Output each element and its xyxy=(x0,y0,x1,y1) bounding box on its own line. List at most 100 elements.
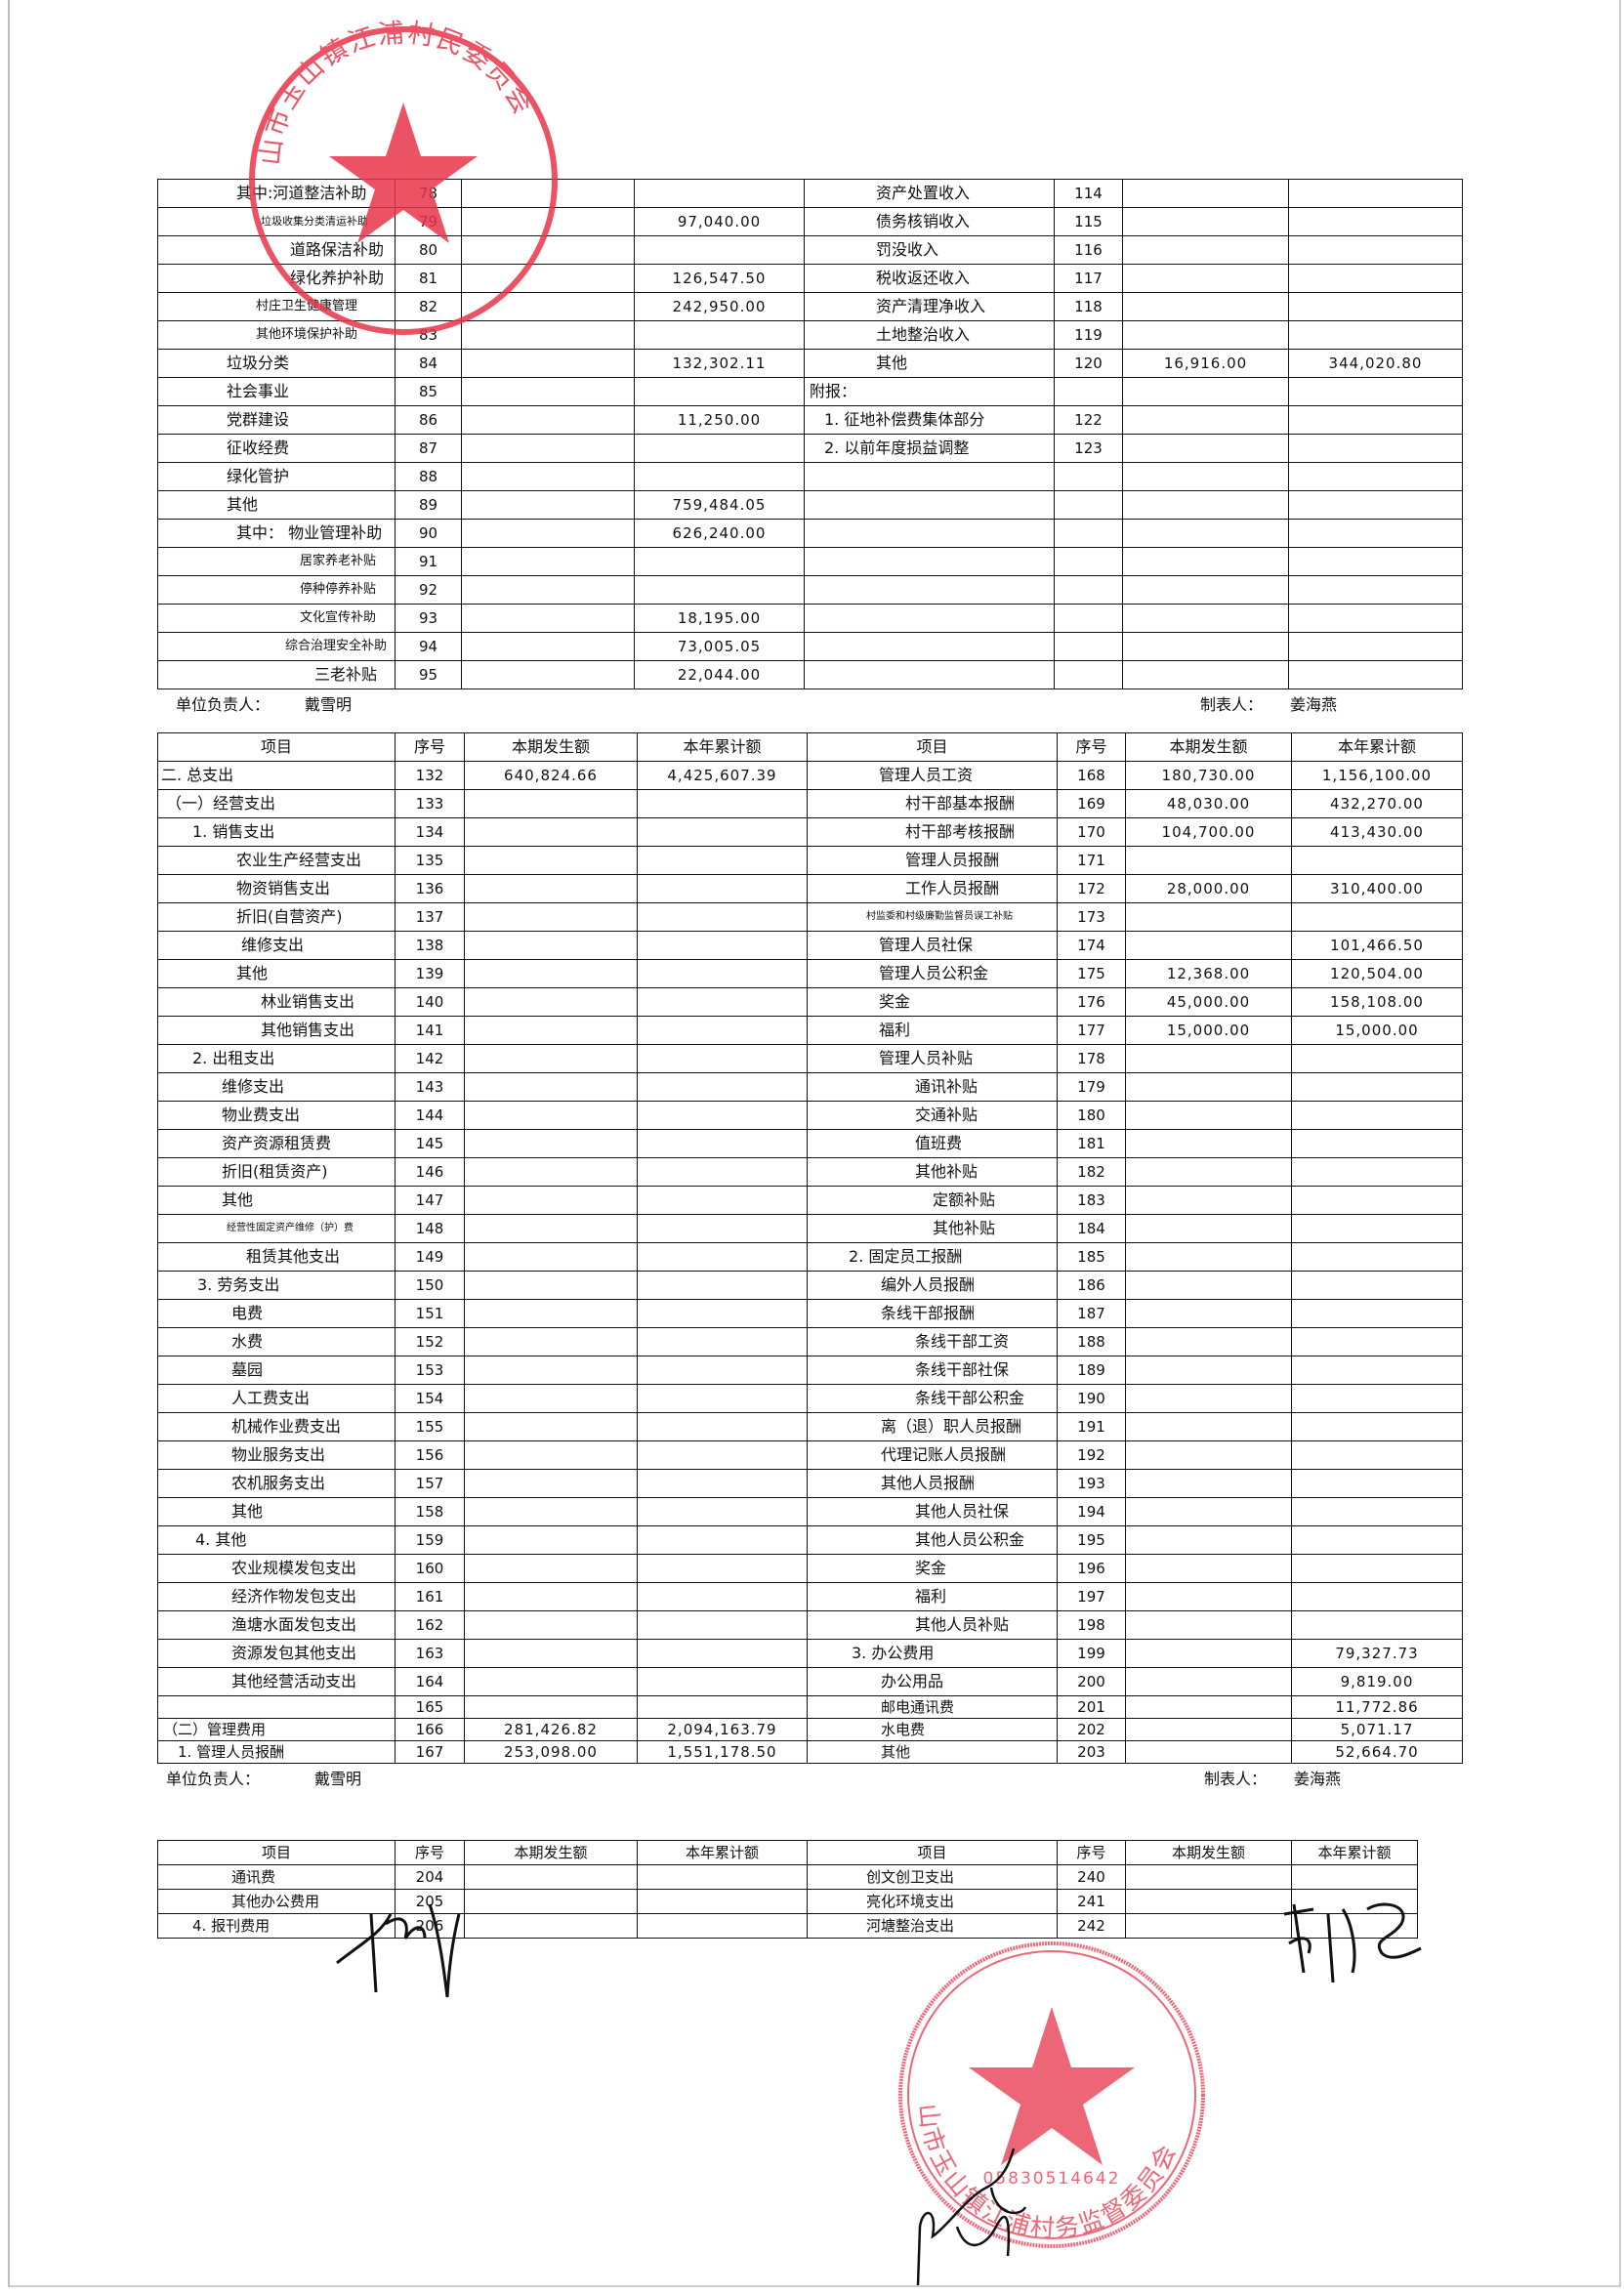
right-item-label: 条线干部公积金 xyxy=(807,1384,1058,1413)
left-year-to-date-amount xyxy=(637,1864,808,1890)
right-item-label: 其他人员社保 xyxy=(807,1497,1058,1526)
left-year-to-date-amount xyxy=(637,846,808,875)
left-item-label: 二. 总支出 xyxy=(157,761,396,790)
table-row: 停种停养补贴 92 xyxy=(157,575,1463,605)
right-item-label: 福利 xyxy=(807,1016,1058,1045)
left-item-label: 电费 xyxy=(157,1299,396,1328)
right-row-number: 175 xyxy=(1057,959,1126,988)
left-current-period-amount xyxy=(464,1864,638,1890)
left-item-label: 折旧(租赁资产) xyxy=(157,1157,396,1187)
left-row-number: 143 xyxy=(395,1072,465,1102)
table-row: 折旧(租赁资产) 146 其他补贴 182 xyxy=(157,1157,1463,1187)
left-row-number: 80 xyxy=(395,235,462,265)
left-item-label: 人工费支出 xyxy=(157,1384,396,1413)
table-row: 租赁其他支出 149 2. 固定员工报酬 185 xyxy=(157,1242,1463,1272)
table-row: 物业服务支出 156 代理记账人员报酬 192 xyxy=(157,1440,1463,1470)
right-current-period-amount xyxy=(1125,846,1292,875)
right-row-number: 198 xyxy=(1057,1610,1126,1640)
right-row-number xyxy=(1054,547,1123,576)
right-year-to-date-amount xyxy=(1288,320,1463,350)
table-row: 征收经费 87 2. 以前年度损益调整 123 xyxy=(157,434,1463,463)
left-current-period-amount xyxy=(461,207,635,236)
left-item-label: 水费 xyxy=(157,1327,396,1356)
right-item-label: 亮化环境支出 xyxy=(807,1889,1058,1914)
left-row-number: 95 xyxy=(395,660,462,689)
right-row-number xyxy=(1054,660,1123,689)
left-year-to-date-amount xyxy=(634,462,805,491)
left-year-to-date-amount xyxy=(637,931,808,960)
left-year-to-date-amount: 2,094,163.79 xyxy=(637,1718,808,1741)
right-current-period-amount xyxy=(1122,462,1289,491)
left-item-label: 机械作业费支出 xyxy=(157,1412,396,1441)
right-current-period-amount xyxy=(1125,1582,1292,1611)
right-current-period-amount: 45,000.00 xyxy=(1125,987,1292,1017)
left-year-to-date-amount xyxy=(637,1469,808,1498)
right-row-number: 203 xyxy=(1057,1740,1126,1764)
right-item-label xyxy=(804,632,1055,661)
table-row: 绿化管护 88 xyxy=(157,462,1463,491)
right-row-number: 169 xyxy=(1057,789,1126,818)
left-item-label: 资产资源租赁费 xyxy=(157,1129,396,1158)
left-item-label: 其他销售支出 xyxy=(157,1016,396,1045)
left-year-to-date-amount xyxy=(637,1044,808,1073)
left-current-period-amount xyxy=(464,902,638,932)
left-year-to-date-amount xyxy=(637,1327,808,1356)
table-row: 其他经营活动支出 164 办公用品 200 9,819.00 xyxy=(157,1667,1463,1696)
right-current-period-amount xyxy=(1125,1469,1292,1498)
right-current-period-amount xyxy=(1125,1356,1292,1385)
left-current-period-amount xyxy=(464,1186,638,1215)
left-row-number: 94 xyxy=(395,632,462,661)
table-row: （一）经营支出 133 村干部基本报酬 169 48,030.00 432,270.00 xyxy=(157,789,1463,818)
left-item-label: 资源发包其他支出 xyxy=(157,1639,396,1668)
left-current-period-amount xyxy=(461,264,635,293)
left-row-number: 79 xyxy=(395,207,462,236)
column-header: 本期发生额 xyxy=(1125,732,1292,762)
left-row-number: 78 xyxy=(395,179,462,208)
left-current-period-amount xyxy=(461,660,635,689)
right-row-number: 123 xyxy=(1054,434,1123,463)
right-year-to-date-amount xyxy=(1291,1271,1463,1300)
left-current-period-amount: 253,098.00 xyxy=(464,1740,638,1764)
left-current-period-amount xyxy=(461,547,635,576)
left-row-number: 157 xyxy=(395,1469,465,1498)
right-year-to-date-amount xyxy=(1291,1186,1463,1215)
right-item-label: 2. 固定员工报酬 xyxy=(807,1242,1058,1272)
left-item-label: 绿化养护补助 xyxy=(157,264,396,293)
right-item-label: 福利 xyxy=(807,1582,1058,1611)
left-year-to-date-amount xyxy=(637,1913,808,1939)
left-item-label: 其他经营活动支出 xyxy=(157,1667,396,1696)
left-item-label: 其他 xyxy=(157,959,396,988)
right-year-to-date-amount xyxy=(1291,1497,1463,1526)
right-row-number: 120 xyxy=(1054,349,1123,378)
left-current-period-amount xyxy=(464,1072,638,1102)
left-row-number: 167 xyxy=(395,1740,465,1764)
left-item-label: 征收经费 xyxy=(157,434,396,463)
right-current-period-amount xyxy=(1122,575,1289,605)
right-year-to-date-amount xyxy=(1288,292,1463,321)
right-current-period-amount xyxy=(1125,1718,1292,1741)
right-item-label: 村干部基本报酬 xyxy=(807,789,1058,818)
right-row-number: 194 xyxy=(1057,1497,1126,1526)
left-row-number: 85 xyxy=(395,377,462,406)
right-current-period-amount xyxy=(1125,1129,1292,1158)
left-row-number: 161 xyxy=(395,1582,465,1611)
left-row-number: 141 xyxy=(395,1016,465,1045)
left-year-to-date-amount xyxy=(637,1186,808,1215)
left-year-to-date-amount xyxy=(634,575,805,605)
office-expense-table: 项目 序号 本期发生额 本年累计额 项目 序号 本期发生额 本年累计额 通讯费 204 创文创卫支出… xyxy=(157,1840,1418,1939)
right-row-number: 196 xyxy=(1057,1554,1126,1583)
table-row: 墓园 153 条线干部社保 189 xyxy=(157,1356,1463,1385)
left-row-number: 146 xyxy=(395,1157,465,1187)
right-row-number xyxy=(1054,604,1123,633)
left-year-to-date-amount xyxy=(637,1157,808,1187)
left-year-to-date-amount xyxy=(634,320,805,350)
column-header: 本年累计额 xyxy=(637,1840,808,1865)
table-row: 1. 管理人员报酬 167 253,098.00 1,551,178.50 其他 203 5… xyxy=(157,1740,1463,1764)
left-current-period-amount xyxy=(464,959,638,988)
left-current-period-amount xyxy=(464,1271,638,1300)
right-row-number: 187 xyxy=(1057,1299,1126,1328)
right-item-label: 管理人员社保 xyxy=(807,931,1058,960)
left-current-period-amount xyxy=(464,846,638,875)
right-year-to-date-amount xyxy=(1291,1525,1463,1555)
right-row-number xyxy=(1054,519,1123,548)
